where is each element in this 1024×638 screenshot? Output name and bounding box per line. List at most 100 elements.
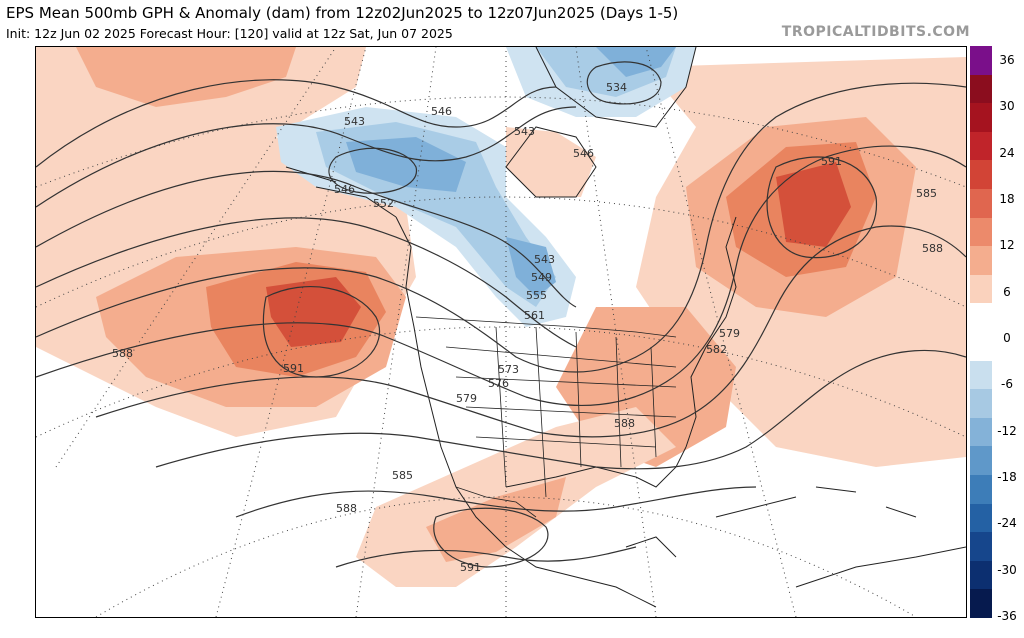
anomaly-warm-west-north xyxy=(76,47,296,107)
coastline-south-america xyxy=(795,546,966,588)
anomaly-warm-hudson xyxy=(506,127,596,197)
contour-line xyxy=(95,225,966,438)
meridian-line xyxy=(355,47,437,617)
colorbar-segment xyxy=(970,475,992,505)
map-panel: 546 534 543 543 546 546 552 543 549 555 … xyxy=(35,46,967,618)
colorbar-tick-label: 6 xyxy=(1003,284,1011,299)
gph-contours xyxy=(36,61,966,568)
colorbar-tick-label: 24 xyxy=(999,145,1015,160)
contour-line xyxy=(36,217,577,348)
contour-line xyxy=(36,79,557,168)
contour-line xyxy=(328,147,417,194)
colorbar-segment xyxy=(970,103,992,133)
colorbar-tick-label: 18 xyxy=(999,191,1015,206)
colorbar-tick-label: -30 xyxy=(997,562,1017,577)
contour-label: 588 xyxy=(112,347,133,360)
colorbar-segment xyxy=(970,74,992,104)
contour-label: 579 xyxy=(456,392,477,405)
contour-label: 543 xyxy=(534,253,555,266)
colorbar-segment xyxy=(970,532,992,562)
contour-label: 576 xyxy=(488,377,509,390)
colorbar-segment xyxy=(970,589,992,619)
colorbar-segment xyxy=(970,360,992,390)
contour-label: 588 xyxy=(922,242,943,255)
chart-title: EPS Mean 500mb GPH & Anomaly (dam) from … xyxy=(6,4,679,22)
colorbar-segment xyxy=(970,446,992,476)
colorbar-segment xyxy=(970,332,992,362)
border-us-canada xyxy=(415,316,677,338)
contour-label: 588 xyxy=(336,502,357,515)
parallel-line xyxy=(95,496,917,617)
anomaly-warm-west-peak xyxy=(266,277,361,347)
contour-labels: 546 534 543 543 546 546 552 543 549 555 … xyxy=(112,81,943,574)
contour-label: 546 xyxy=(334,183,355,196)
contour-line xyxy=(36,170,577,308)
brand-watermark: TROPICALTIDBITS.COM xyxy=(781,24,970,40)
colorbar-tick-label: 12 xyxy=(999,238,1015,253)
contour-label: 582 xyxy=(706,343,727,356)
anomaly-colorbar xyxy=(970,46,992,619)
colorbar-segment xyxy=(970,46,992,76)
colorbar-segment xyxy=(970,189,992,219)
contour-label: 549 xyxy=(531,271,552,284)
contour-label: 546 xyxy=(431,105,452,118)
contour-line xyxy=(586,61,662,105)
colorbar-tick-label: -6 xyxy=(1001,377,1013,392)
colorbar-tick-label: 36 xyxy=(999,53,1015,67)
contour-line xyxy=(36,82,966,373)
contour-label: 555 xyxy=(526,289,547,302)
meridian-line xyxy=(55,47,337,468)
anomaly-warm-mexico-mid xyxy=(426,477,566,562)
contour-label: 591 xyxy=(283,362,304,375)
contour-label: 585 xyxy=(916,187,937,200)
coastline-greenland xyxy=(535,47,697,128)
colorbar-tick-label: 30 xyxy=(999,99,1015,114)
latlon-grid xyxy=(36,47,966,617)
coastline-hudson xyxy=(505,126,597,198)
colorbar-segment xyxy=(970,131,992,161)
colorbar-segment xyxy=(970,217,992,247)
colorbar-tick-label: 0 xyxy=(1003,330,1011,345)
contour-line xyxy=(335,546,637,568)
meridian-line xyxy=(575,47,657,617)
colorbar-segment xyxy=(970,389,992,419)
chart-subtitle: Init: 12z Jun 02 2025 Forecast Hour: [12… xyxy=(6,26,453,41)
coastline-yucatan xyxy=(625,536,677,558)
colorbar-segment xyxy=(970,503,992,533)
anomaly-warm-east-peak xyxy=(776,162,851,247)
contour-label: 579 xyxy=(719,327,740,340)
colorbar-segment xyxy=(970,160,992,190)
anomaly-cool-north-core xyxy=(596,47,676,77)
colorbar-segment xyxy=(970,303,992,333)
contour-line xyxy=(155,349,966,470)
contour-label: 534 xyxy=(606,81,627,94)
positive-anomaly-shading xyxy=(36,47,966,587)
contour-label: 546 xyxy=(573,147,594,160)
contour-line xyxy=(262,286,381,378)
colorbar-segment xyxy=(970,246,992,276)
colorbar-tick-label: -12 xyxy=(997,423,1017,438)
coastlines xyxy=(285,47,966,608)
contour-label: 591 xyxy=(821,155,842,168)
contour-line xyxy=(433,507,549,568)
colorbar-tick-label: -24 xyxy=(997,516,1017,531)
contour-label: 552 xyxy=(373,197,394,210)
contour-label: 585 xyxy=(392,469,413,482)
coastline-east xyxy=(685,216,737,448)
colorbar-tick-label: -18 xyxy=(997,469,1017,484)
political-borders xyxy=(415,316,677,518)
contour-label: 591 xyxy=(460,561,481,574)
contour-label: 588 xyxy=(614,417,635,430)
contour-line xyxy=(766,156,878,259)
contour-label: 543 xyxy=(514,125,535,138)
anomaly-cool-canada-core xyxy=(346,137,466,192)
coastline-caribbean xyxy=(715,486,917,518)
colorbar-tick-label: -36 xyxy=(997,608,1017,623)
map-canvas: 546 534 543 543 546 546 552 543 549 555 … xyxy=(36,47,966,617)
contour-label: 543 xyxy=(344,115,365,128)
colorbar-segment xyxy=(970,560,992,590)
contour-label: 561 xyxy=(524,309,545,322)
contour-label: 573 xyxy=(498,363,519,376)
negative-anomaly-shading xyxy=(276,47,696,327)
colorbar-segment xyxy=(970,417,992,447)
